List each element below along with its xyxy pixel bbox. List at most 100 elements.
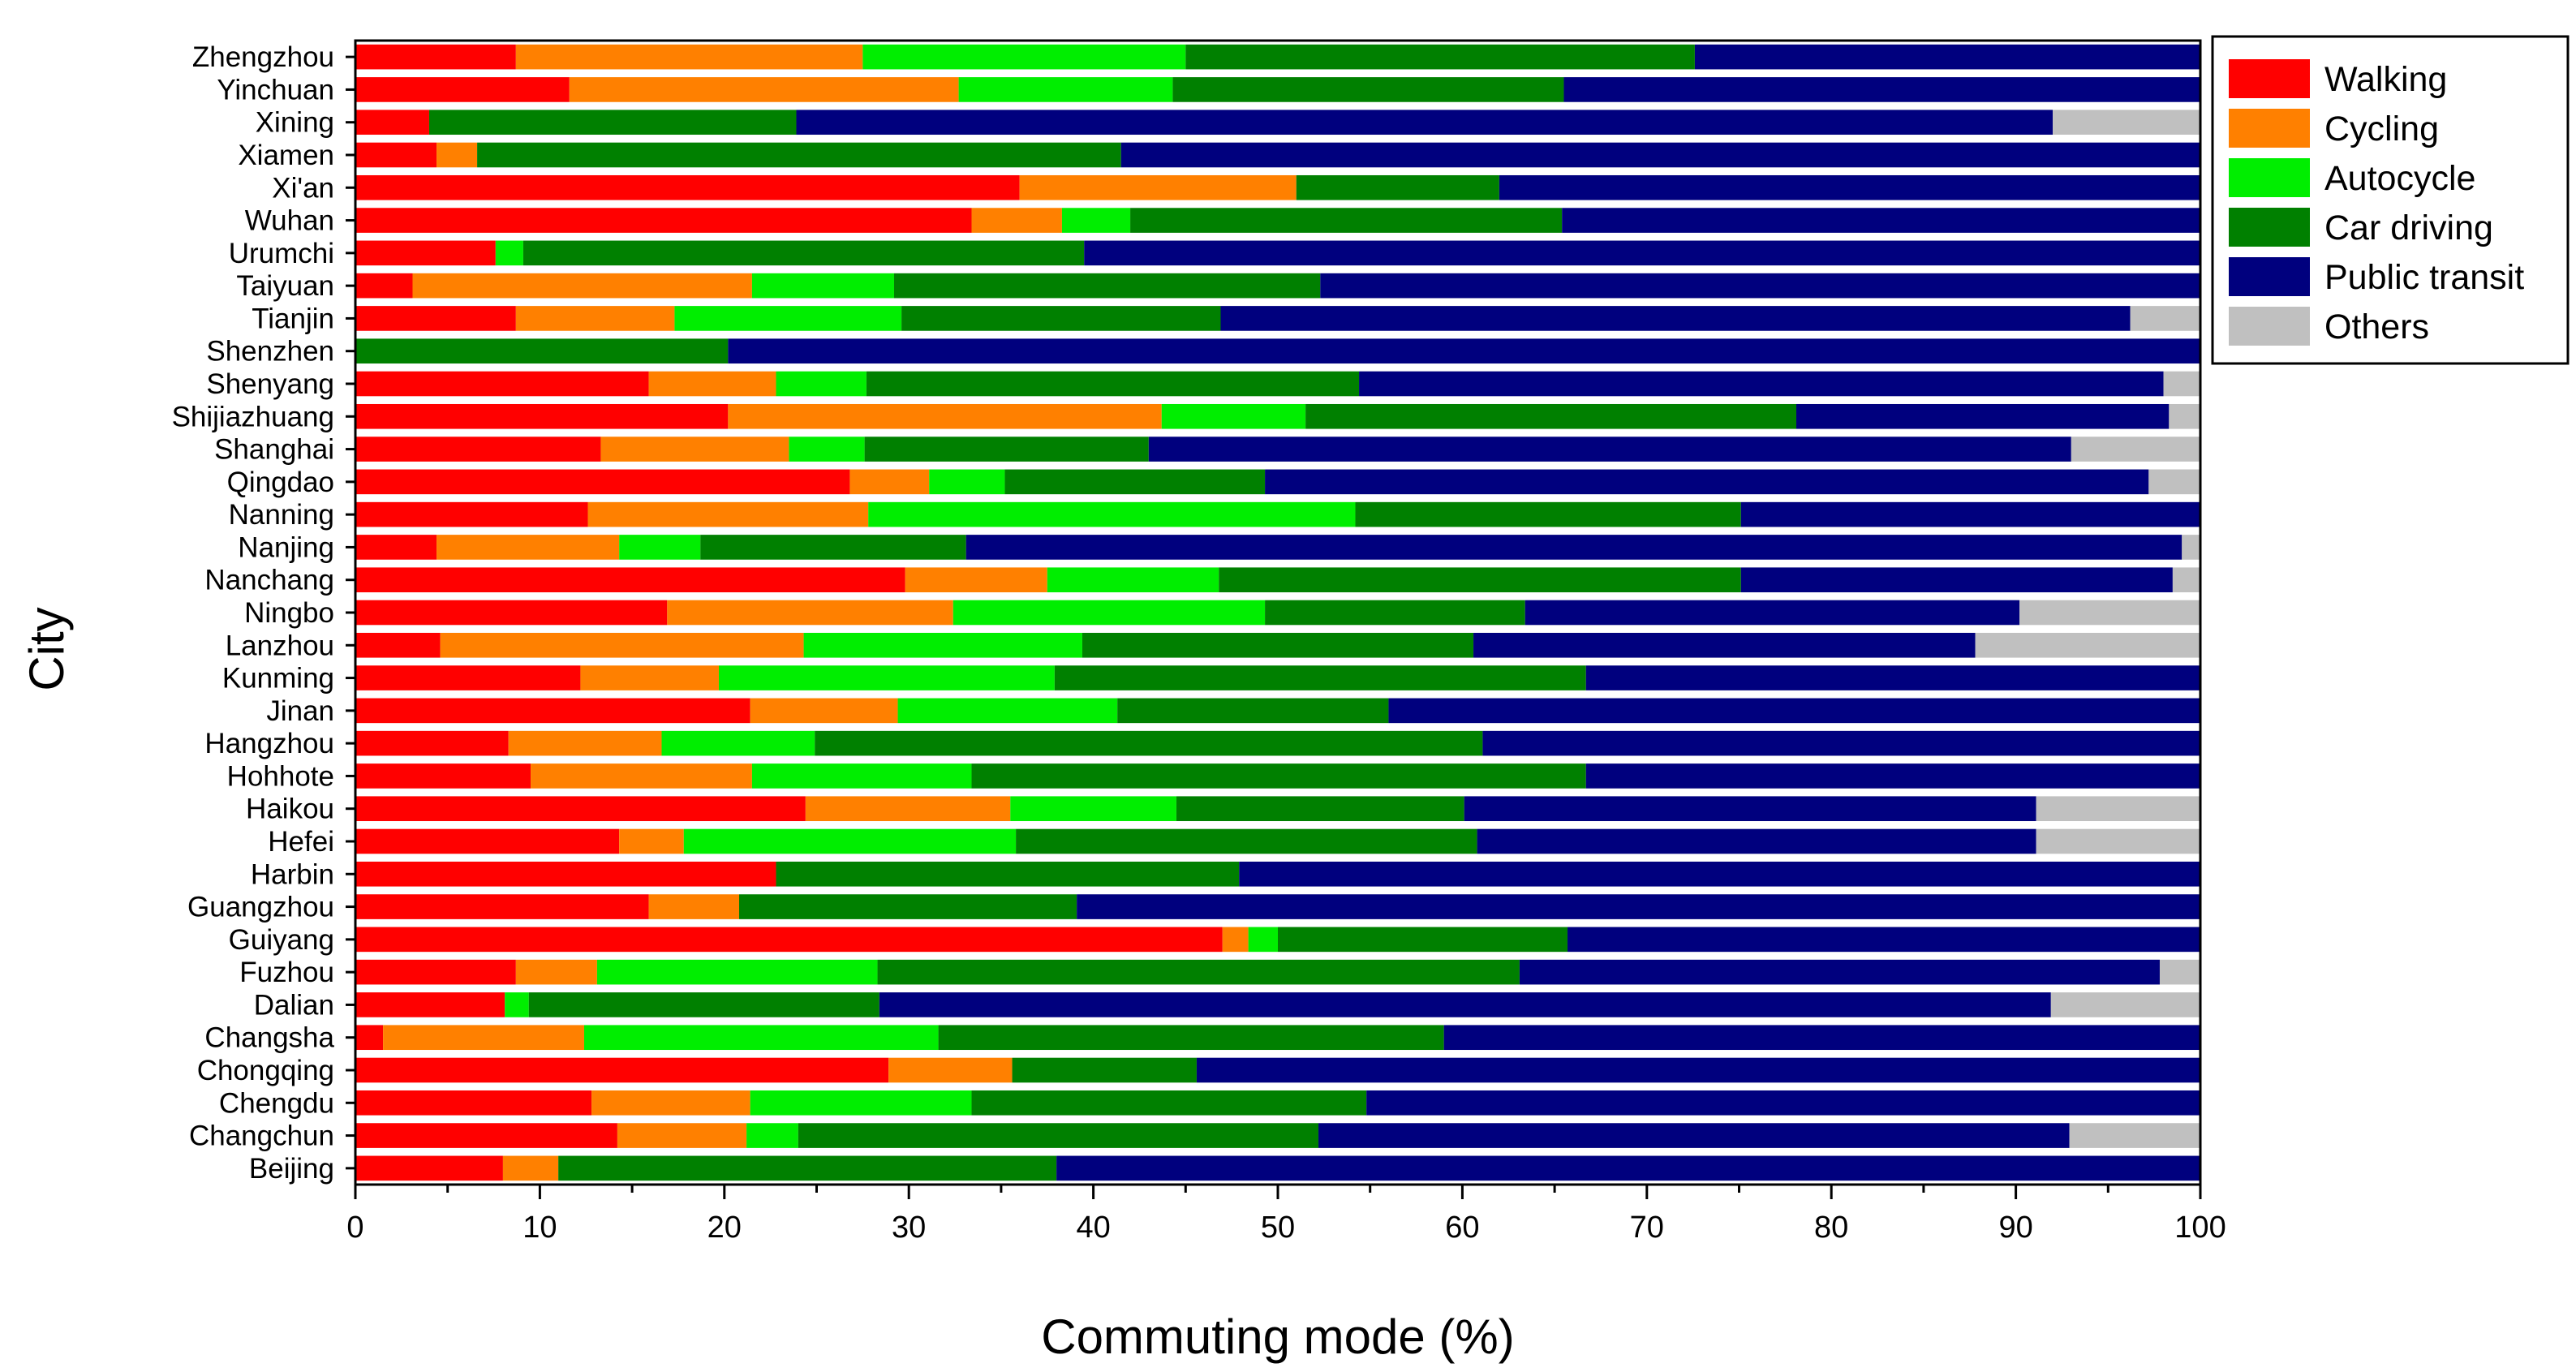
y-tick-label: Dalian [254,989,334,1021]
bar-segment [929,469,1005,495]
y-tick-label: Fuzhou [239,957,334,988]
bar-segment [355,273,413,299]
bar-segment [355,501,588,527]
y-axis: ZhengzhouYinchuanXiningXiamenXi'anWuhanU… [172,41,355,1185]
bar-segment [1473,632,1976,658]
bar-segment [355,437,601,462]
bar-segment [355,861,776,887]
y-tick-label: Tianjin [252,303,334,334]
bar-segment [1082,632,1474,658]
legend-swatch [2229,158,2310,197]
legend-swatch [2229,208,2310,247]
bar-segment [746,1123,798,1148]
bar-segment [905,567,1047,593]
y-tick-label: Ningbo [244,597,334,629]
bar-segment [938,1025,1444,1051]
bar-segment [815,730,1483,756]
y-tick-label: Shenzhen [206,336,334,368]
y-tick-label: Yinchuan [217,74,334,105]
legend-swatch [2229,307,2310,346]
y-tick-label: Changsha [204,1022,334,1054]
y-axis-title: City [19,607,74,690]
bar-segment [355,1025,384,1051]
bar-segment [965,535,2183,560]
bar-segment [1740,501,2200,527]
y-tick-label: Guiyang [229,924,334,956]
bar-segment [515,306,675,331]
bar-segment [738,894,1077,919]
bar-segment [355,338,729,364]
y-tick-label: Taiyuan [236,270,334,302]
bar-segment [2019,600,2200,626]
bar-segment [2182,535,2200,560]
bar-segment [523,240,1085,266]
bar-segment [1740,567,2173,593]
bar-segment [477,142,1121,168]
bar-segment [1196,1057,2200,1083]
y-tick-label: Xiamen [238,140,334,171]
y-tick-label: Xi'an [272,172,334,204]
bar-segment [355,763,531,789]
bar-segment [437,142,478,168]
bar-segment [619,535,701,560]
bar-segment [1355,501,1741,527]
legend-swatch [2229,257,2310,296]
bar-segment [958,77,1173,102]
bar-segment [1585,763,2200,789]
bar-segment [1056,1155,2200,1181]
bar-segment [355,828,620,854]
x-tick-label: 40 [1076,1211,1110,1245]
x-tick-label: 70 [1630,1211,1664,1245]
bar-segment [1975,632,2200,658]
bar-segment [2053,110,2200,135]
y-tick-label: Qingdao [227,467,334,498]
bar-segment [1519,959,2160,985]
legend-label: Autocycle [2324,159,2475,198]
bar-segment [1148,437,2071,462]
bar-segment [1320,273,2200,299]
bar-segment [1248,927,1278,953]
bar-segment [355,730,509,756]
bar-segment [1010,796,1176,822]
bar-segment [355,371,649,397]
bar-segment [355,567,905,593]
bar-segment [1296,174,1499,200]
bar-segment [569,77,959,102]
bar-segment [580,665,719,690]
bar-segment [502,1155,559,1181]
bar-segment [1562,208,2200,233]
x-axis: 0 10 20 30 40 50 60 70 80 90 100 [346,1185,2226,1245]
bar-segment [355,535,437,560]
y-tick-label: Chongqing [197,1055,334,1086]
y-tick-label: Wuhan [245,205,334,237]
bar-segment [355,142,437,168]
legend-swatch [2229,59,2310,98]
bar-segment [868,501,1356,527]
bar-segment [583,1025,939,1051]
bar-segment [862,44,1186,70]
bar-segment [2163,371,2200,397]
bar-segment [617,1123,747,1148]
legend-label: Cycling [2324,110,2439,148]
bar-segment [803,632,1082,658]
bar-segment [2071,437,2200,462]
bar-segment [1004,469,1266,495]
bar-segment [428,110,797,135]
bar-segment [700,535,966,560]
bar-segment [751,273,895,299]
bar-segment [591,1090,750,1116]
legend: Walking Cycling Autocycle Car driving Public… [2211,35,2570,365]
x-tick-label: 80 [1814,1211,1848,1245]
bar-segment [750,698,898,724]
bar-segment [355,403,729,429]
bar-segment [866,371,1360,397]
bar-segment [1176,796,1464,822]
y-tick-label: Kunming [222,663,334,695]
bar-segment [1172,77,1564,102]
bar-segment [1568,927,2200,953]
x-axis-title: Commuting mode (%) [1041,1310,1515,1364]
bar-segment [383,1025,584,1051]
bar-segment [2069,1123,2200,1148]
bar-segment [355,240,496,266]
bar-segment [789,437,865,462]
